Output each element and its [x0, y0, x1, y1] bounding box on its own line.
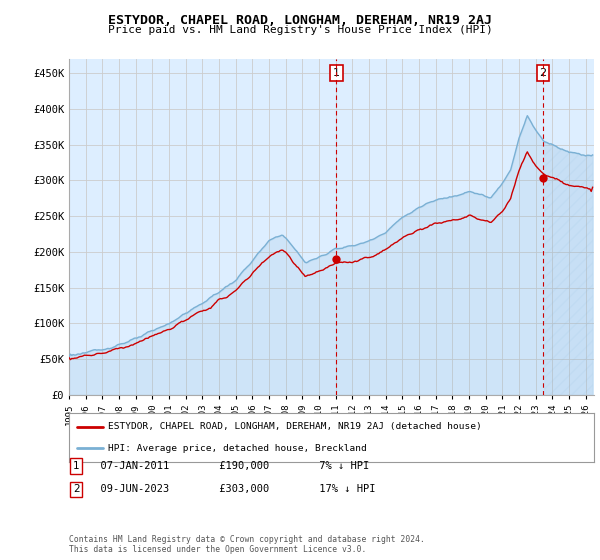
Text: 2: 2: [539, 68, 547, 78]
Text: Contains HM Land Registry data © Crown copyright and database right 2024.
This d: Contains HM Land Registry data © Crown c…: [69, 535, 425, 554]
Text: 1: 1: [333, 68, 340, 78]
Text: 07-JAN-2011        £190,000        7% ↓ HPI: 07-JAN-2011 £190,000 7% ↓ HPI: [88, 461, 370, 471]
Text: 1: 1: [73, 461, 80, 471]
Text: HPI: Average price, detached house, Breckland: HPI: Average price, detached house, Brec…: [109, 444, 367, 452]
Text: 09-JUN-2023        £303,000        17% ↓ HPI: 09-JUN-2023 £303,000 17% ↓ HPI: [88, 484, 376, 494]
Text: ESTYDOR, CHAPEL ROAD, LONGHAM, DEREHAM, NR19 2AJ (detached house): ESTYDOR, CHAPEL ROAD, LONGHAM, DEREHAM, …: [109, 422, 482, 431]
Text: ESTYDOR, CHAPEL ROAD, LONGHAM, DEREHAM, NR19 2AJ: ESTYDOR, CHAPEL ROAD, LONGHAM, DEREHAM, …: [108, 14, 492, 27]
Text: 2: 2: [73, 484, 80, 494]
Text: Price paid vs. HM Land Registry's House Price Index (HPI): Price paid vs. HM Land Registry's House …: [107, 25, 493, 35]
